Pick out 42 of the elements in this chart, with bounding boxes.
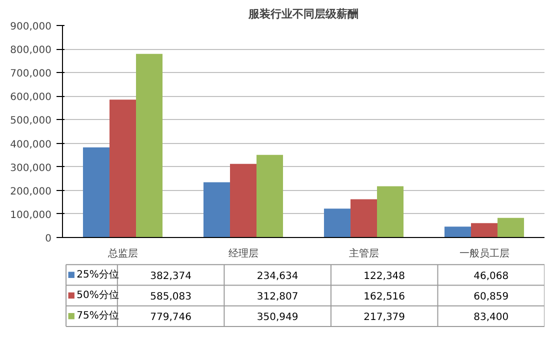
data-label: 350,949 [256,312,298,324]
y-tick-label: 600,000 [10,92,52,104]
y-tick-label: 100,000 [10,210,52,221]
y-tick-label: 0 [45,234,52,244]
legend-label: 75%分位 [76,310,119,322]
x-tick-label: 一般员工层 [459,248,510,260]
data-label: 122,348 [364,270,406,282]
bar [324,208,350,238]
y-tick-label: 500,000 [10,116,52,127]
x-tick-label: 经理层 [228,248,258,260]
bar [136,54,163,238]
x-tick-label: 总监层 [106,248,138,260]
legend-label: 25%分位 [76,268,119,280]
data-label: 234,634 [256,270,298,282]
bar [470,223,498,238]
legend-label: 50%分位 [76,289,119,301]
y-tick-label: 200,000 [10,186,52,198]
data-label: 60,859 [474,292,509,302]
data-label: 46,068 [474,270,509,282]
data-label: 83,400 [474,312,509,324]
y-tick-label: 300,000 [10,162,52,174]
bar [109,100,136,238]
data-label: 312,807 [256,292,298,302]
bar [498,218,524,238]
data-label: 779,746 [150,312,192,324]
y-tick-label: 900,000 [10,22,52,32]
y-tick-label: 700,000 [10,68,52,80]
bar [256,154,284,238]
data-label: 217,379 [364,312,406,324]
bar [203,182,230,238]
bar [350,199,378,238]
data-label: 585,083 [150,292,192,302]
data-label: 162,516 [364,292,406,302]
bar [444,226,471,238]
bar [377,186,404,238]
bar [230,164,257,238]
data-label: 382,374 [150,270,192,282]
chart-title: 服装行业不同层级薪酬 [248,8,358,20]
x-tick-label: 主管层 [348,248,379,260]
y-tick-label: 400,000 [10,139,52,150]
y-tick-label: 800,000 [10,45,52,56]
bar [82,147,110,238]
